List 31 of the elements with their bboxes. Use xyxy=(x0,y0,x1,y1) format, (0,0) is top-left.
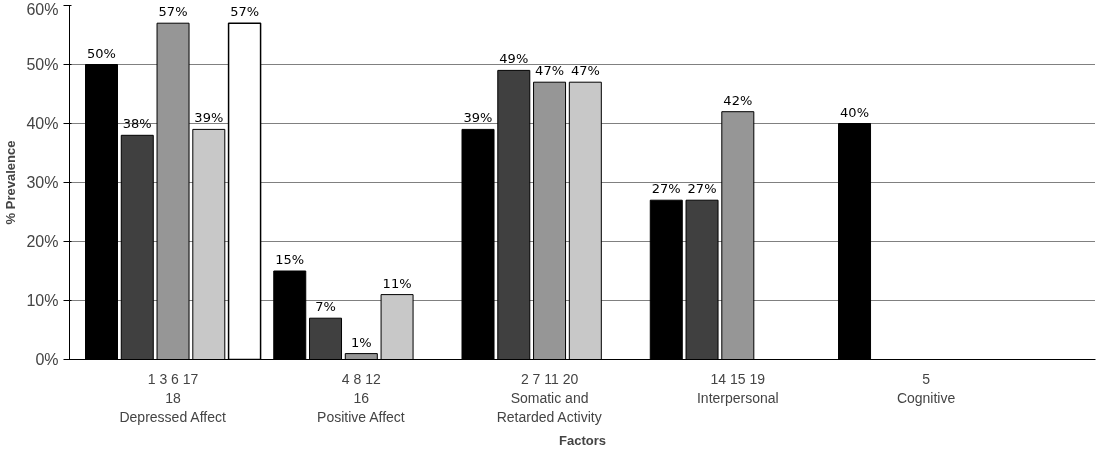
data-label: 57% xyxy=(158,4,188,20)
data-label: 42% xyxy=(723,92,753,108)
x-tick-label: 1 3 6 17 18 Depressed Affect xyxy=(119,370,226,425)
data-label: 11% xyxy=(382,275,412,291)
data-label: 1% xyxy=(350,334,372,350)
data-label: 27% xyxy=(687,181,717,197)
data-label: 57% xyxy=(230,4,260,20)
data-label: 39% xyxy=(463,110,493,126)
data-label: 15% xyxy=(275,252,305,267)
y-tick-label: 40% xyxy=(26,115,59,132)
data-label: 49% xyxy=(499,51,529,67)
y-tick-label: 20% xyxy=(26,233,59,250)
y-tick-label: 50% xyxy=(26,56,59,73)
data-label: 38% xyxy=(122,116,152,132)
data-label: 50% xyxy=(87,45,116,61)
data-label: 7% xyxy=(315,299,336,315)
y-axis-title: % Prevalence xyxy=(3,140,19,225)
y-tick-label: 60% xyxy=(26,0,59,18)
y-tick-label: 0% xyxy=(35,351,59,368)
y-tick-label: 30% xyxy=(26,174,59,191)
data-label: 47% xyxy=(570,63,600,79)
data-label: 40% xyxy=(840,104,869,120)
x-tick-label: 5 Cognitive xyxy=(896,370,956,406)
x-tick-label: 2 7 11 20 Somatic and Retarded Activity xyxy=(496,370,602,425)
data-label: 47% xyxy=(535,63,565,79)
x-tick-label: 4 8 12 16 Positive Affect xyxy=(317,370,405,425)
y-tick-label: 10% xyxy=(26,292,59,309)
x-axis-title: Factors xyxy=(559,432,606,448)
data-label: 27% xyxy=(651,181,681,197)
data-label: 39% xyxy=(194,110,224,126)
x-tick-label: 14 15 19 Interpersonal xyxy=(696,370,779,406)
